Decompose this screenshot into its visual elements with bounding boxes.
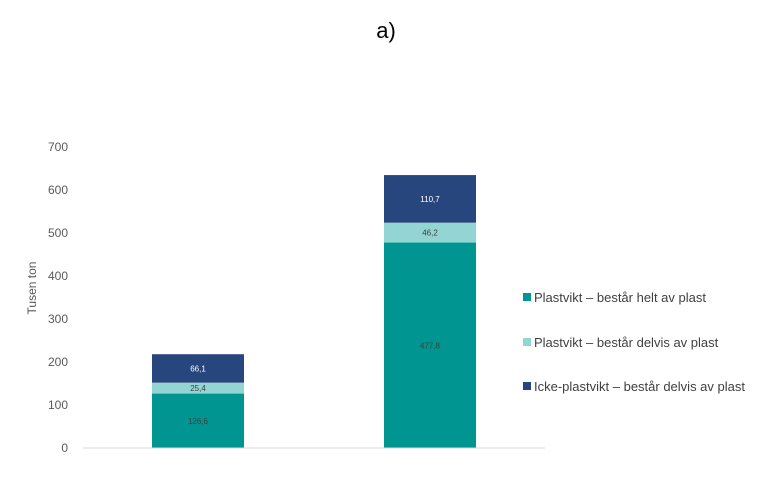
data-label: 126,6 bbox=[188, 417, 209, 426]
y-tick-label: 200 bbox=[48, 355, 68, 369]
bar-segment bbox=[384, 222, 476, 243]
bar-segment bbox=[152, 393, 244, 448]
y-tick-label: 300 bbox=[48, 312, 68, 326]
legend-label: Icke-plastvikt – består delvis av plast bbox=[534, 379, 745, 394]
legend-swatch bbox=[523, 293, 531, 301]
bars-group: 126,6 25,4 66,1 477,8 46,2 110,7 bbox=[152, 175, 476, 448]
legend-swatch bbox=[523, 382, 531, 390]
legend-label: Plastvikt – består helt av plast bbox=[534, 290, 706, 305]
data-label: 25,4 bbox=[190, 384, 206, 393]
y-tick-label: 600 bbox=[48, 183, 68, 197]
y-tick-label: 400 bbox=[48, 269, 68, 283]
bar-segment bbox=[384, 175, 476, 223]
y-tick-label: 700 bbox=[48, 140, 68, 154]
y-tick-label: 500 bbox=[48, 226, 68, 240]
bar-segment bbox=[152, 354, 244, 383]
bar-segment bbox=[152, 382, 244, 394]
data-label: 110,7 bbox=[420, 195, 440, 204]
legend-label: Plastvikt – består delvis av plast bbox=[534, 335, 719, 350]
y-axis-ticks: 0 100 200 300 400 500 600 700 bbox=[48, 140, 68, 455]
data-label: 66,1 bbox=[190, 364, 206, 373]
bar-segment bbox=[384, 242, 476, 448]
y-tick-label: 100 bbox=[48, 398, 68, 412]
data-label: 477,8 bbox=[420, 341, 441, 350]
legend: Plastvikt – består helt av plast Plastvik… bbox=[523, 290, 745, 394]
data-label: 46,2 bbox=[422, 229, 438, 238]
legend-swatch bbox=[523, 338, 531, 346]
y-tick-label: 0 bbox=[61, 441, 68, 455]
y-axis-label: Tusen ton bbox=[25, 262, 39, 315]
chart-title: a) bbox=[376, 18, 396, 43]
